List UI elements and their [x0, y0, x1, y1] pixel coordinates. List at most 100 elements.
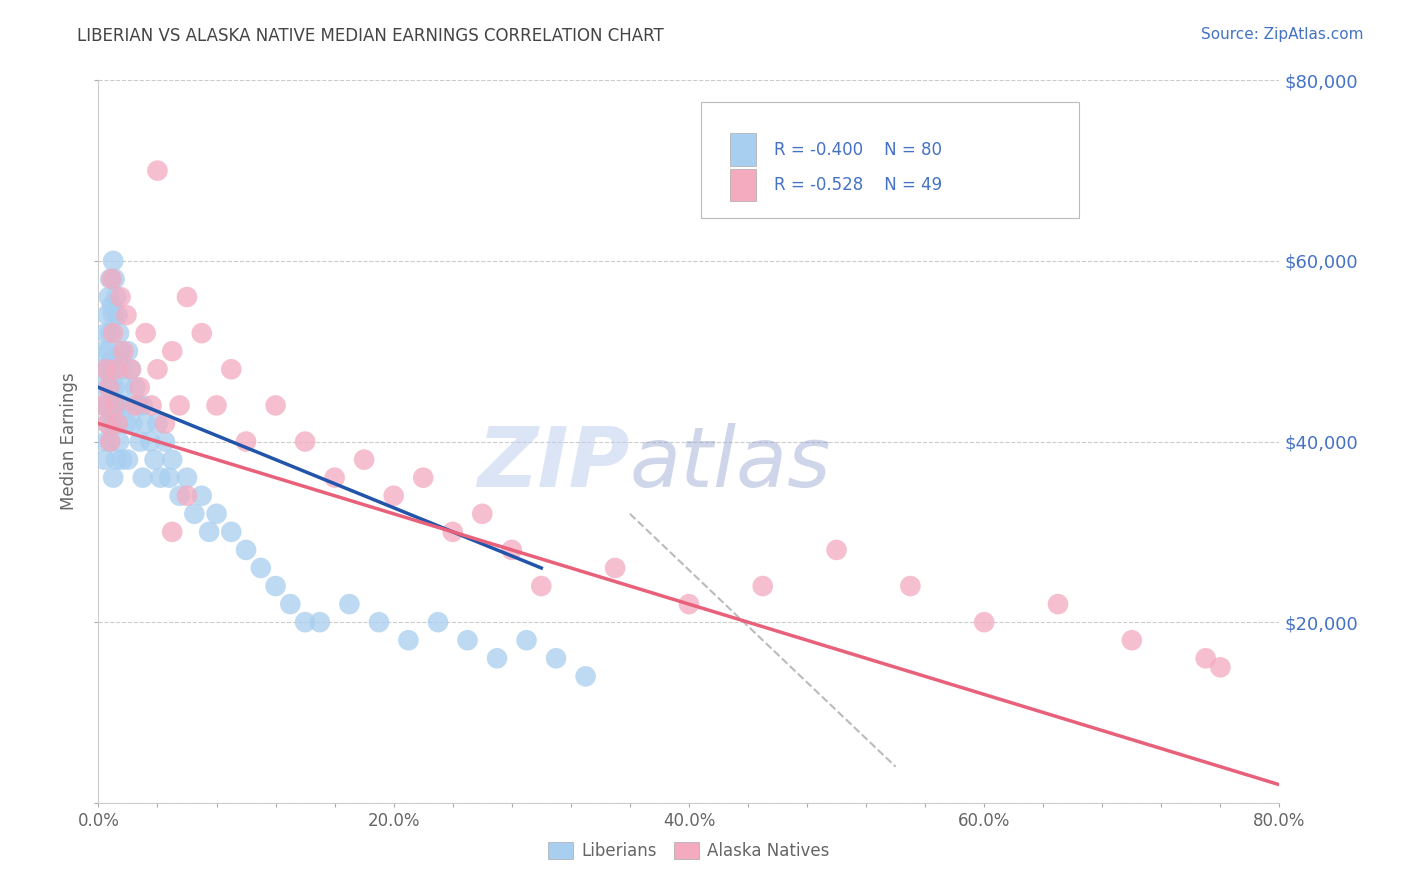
Point	[115, 308, 138, 322]
Point	[94, 362, 117, 376]
Point	[94, 326, 117, 340]
Point	[108, 434, 131, 449]
Point	[94, 434, 117, 449]
Point	[96, 362, 118, 376]
Point	[112, 380, 135, 394]
Point	[427, 615, 450, 630]
Point	[100, 272, 122, 286]
Point	[97, 380, 120, 394]
Point	[121, 417, 143, 431]
FancyBboxPatch shape	[730, 169, 756, 202]
Point	[93, 344, 115, 359]
Point	[191, 326, 214, 340]
Point	[169, 398, 191, 412]
Point	[124, 380, 146, 394]
Point	[294, 434, 316, 449]
Text: ZIP: ZIP	[477, 423, 630, 504]
Point	[221, 524, 243, 539]
Point	[97, 290, 120, 304]
Point	[108, 326, 131, 340]
Point	[153, 434, 176, 449]
Point	[105, 398, 128, 412]
Point	[110, 398, 132, 412]
FancyBboxPatch shape	[700, 102, 1078, 218]
Point	[128, 380, 150, 394]
Point	[103, 362, 125, 376]
Point	[103, 308, 125, 322]
Point	[117, 452, 139, 467]
Point	[1195, 651, 1218, 665]
Point	[120, 362, 142, 376]
Point	[98, 326, 121, 340]
Point	[96, 417, 118, 431]
Point	[441, 524, 464, 539]
Point	[1046, 597, 1070, 611]
Point	[235, 434, 257, 449]
Point	[103, 253, 125, 268]
Point	[105, 290, 128, 304]
Point	[111, 362, 134, 376]
Point	[264, 398, 287, 412]
Point	[132, 398, 155, 412]
Point	[368, 615, 391, 630]
Point	[973, 615, 995, 630]
Point	[516, 633, 538, 648]
Point	[98, 434, 121, 449]
Point	[169, 489, 191, 503]
Point	[501, 542, 523, 557]
Point	[752, 579, 775, 593]
Point	[111, 452, 134, 467]
Point	[530, 579, 553, 593]
Point	[457, 633, 479, 648]
Point	[103, 470, 125, 484]
Text: atlas: atlas	[630, 423, 831, 504]
Point	[110, 344, 132, 359]
Point	[264, 579, 287, 593]
Point	[98, 272, 121, 286]
Point	[107, 417, 129, 431]
FancyBboxPatch shape	[730, 134, 756, 166]
Point	[575, 669, 598, 683]
Text: R = -0.528    N = 49: R = -0.528 N = 49	[773, 176, 942, 194]
Point	[104, 272, 127, 286]
Point	[107, 417, 129, 431]
Point	[98, 380, 121, 394]
Point	[162, 452, 183, 467]
Point	[139, 434, 162, 449]
Point	[176, 290, 198, 304]
Point	[127, 398, 149, 412]
Point	[124, 398, 146, 412]
Point	[176, 489, 198, 503]
Point	[162, 524, 183, 539]
Point	[132, 470, 155, 484]
Point	[100, 353, 122, 368]
Text: LIBERIAN VS ALASKA NATIVE MEDIAN EARNINGS CORRELATION CHART: LIBERIAN VS ALASKA NATIVE MEDIAN EARNING…	[77, 27, 664, 45]
Point	[146, 163, 169, 178]
Point	[153, 417, 176, 431]
Text: R = -0.400    N = 80: R = -0.400 N = 80	[773, 141, 942, 159]
Point	[398, 633, 420, 648]
Point	[605, 561, 627, 575]
Point	[471, 507, 494, 521]
Point	[900, 579, 922, 593]
Point	[250, 561, 273, 575]
Point	[198, 524, 221, 539]
Point	[97, 344, 120, 359]
Text: Source: ZipAtlas.com: Source: ZipAtlas.com	[1201, 27, 1364, 42]
Point	[176, 470, 198, 484]
Point	[117, 344, 139, 359]
Point	[162, 344, 183, 359]
Point	[1121, 633, 1143, 648]
Point	[100, 299, 122, 313]
Point	[110, 290, 132, 304]
Point	[141, 398, 163, 412]
Point	[205, 507, 228, 521]
Point	[221, 362, 243, 376]
Point	[105, 452, 128, 467]
Point	[146, 417, 169, 431]
Point	[103, 326, 125, 340]
Point	[412, 470, 434, 484]
Point	[120, 362, 142, 376]
Point	[323, 470, 346, 484]
Point	[1209, 660, 1232, 674]
